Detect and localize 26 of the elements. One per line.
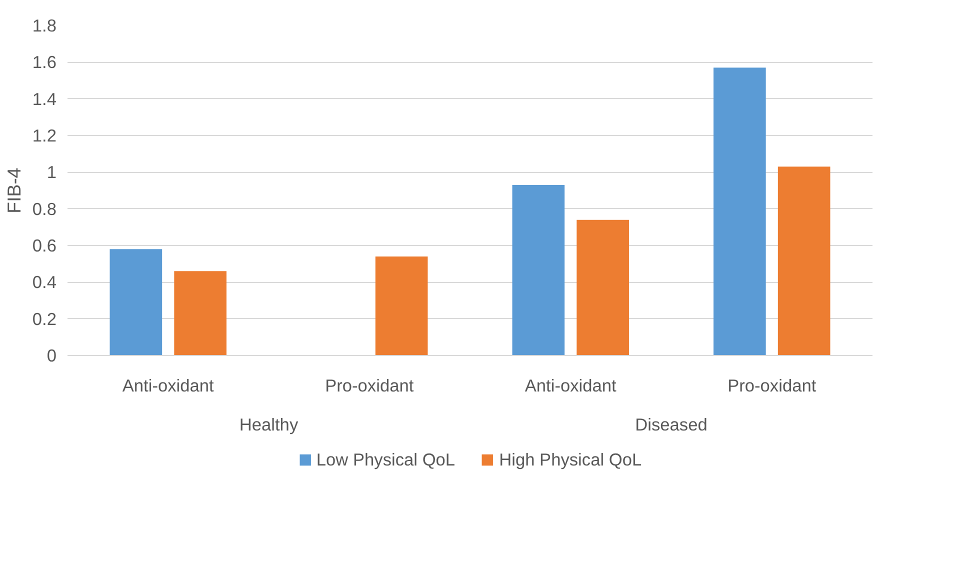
y-tick-label: 1.4 bbox=[32, 88, 57, 109]
y-tick-label: 1 bbox=[46, 162, 57, 182]
bar bbox=[375, 256, 428, 356]
text: Healthy bbox=[239, 414, 298, 434]
y-tick-label: 1.2 bbox=[32, 126, 57, 146]
y-axis-title: FIB-4 bbox=[3, 168, 24, 214]
x-tick-label: Anti-oxidant bbox=[524, 376, 617, 396]
x-tick-label: Anti-oxidant bbox=[122, 376, 214, 396]
bar bbox=[174, 271, 226, 356]
legend-label: High Physical QoL bbox=[499, 449, 642, 470]
y-tick-label: 0.6 bbox=[32, 236, 57, 256]
bar bbox=[778, 166, 830, 356]
x-tick-label: Pro-oxidant bbox=[728, 376, 816, 396]
text: Diseased bbox=[635, 414, 708, 434]
y-tick-label: 0.8 bbox=[32, 198, 57, 219]
bar bbox=[576, 220, 629, 356]
y-tick-label: 0 bbox=[46, 346, 57, 366]
bar bbox=[110, 249, 162, 356]
y-tick-label: 1.8 bbox=[32, 16, 57, 36]
y-tick-label: 0.4 bbox=[32, 272, 57, 292]
bar bbox=[714, 68, 766, 356]
legend-label: Low Physical QoL bbox=[316, 449, 456, 470]
y-tick-label: 0.2 bbox=[32, 308, 57, 329]
x-tick-label: Pro-oxidant bbox=[325, 376, 414, 396]
y-tick-label: 1.6 bbox=[32, 52, 57, 72]
bar bbox=[512, 185, 565, 356]
